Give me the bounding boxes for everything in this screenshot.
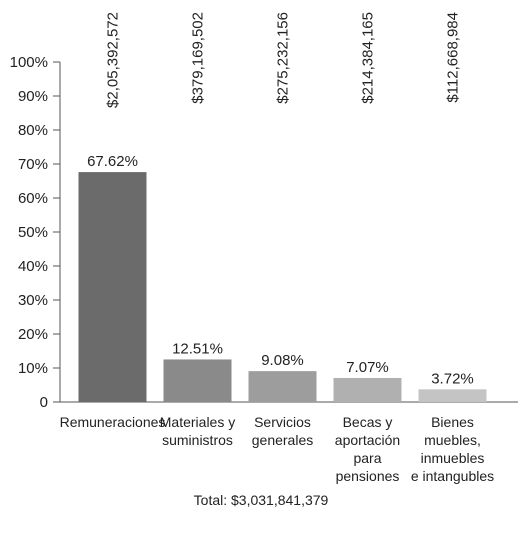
bar-value-label: 7.07%: [346, 359, 389, 376]
bar: [163, 359, 232, 402]
bar-value-label: 3.72%: [431, 370, 474, 387]
category-label: generales: [252, 432, 314, 448]
y-tick-label: 60%: [18, 190, 48, 207]
category-label: para: [353, 450, 381, 466]
y-tick-label: 10%: [18, 360, 48, 377]
y-tick-label: 70%: [18, 156, 48, 173]
category-label: Bienes: [431, 414, 474, 430]
y-tick-label: 80%: [18, 122, 48, 139]
bar-value-label: 12.51%: [172, 340, 223, 357]
y-tick-label: 90%: [18, 88, 48, 105]
category-label: suministros: [162, 432, 233, 448]
bar: [78, 172, 147, 402]
category-label: Servicios: [254, 414, 311, 430]
y-tick-label: 30%: [18, 292, 48, 309]
y-tick-label: 40%: [18, 258, 48, 275]
bar: [333, 377, 402, 402]
amount-label: $275,232,156: [275, 12, 292, 104]
category-label: aportación: [335, 432, 400, 448]
bar-value-label: 67.62%: [87, 153, 138, 170]
bar-value-label: 9.08%: [261, 352, 304, 369]
amount-label: $214,384,165: [360, 12, 377, 104]
bars: 67.62% $2,05,392,572 Remuneraciones 12.51% $…: [60, 12, 495, 484]
category-label: Becas y: [343, 414, 393, 430]
bar: [418, 389, 487, 402]
category-label: Remuneraciones: [60, 414, 166, 430]
y-tick-label: 20%: [18, 326, 48, 343]
amount-label: $112,668,984: [445, 12, 462, 103]
category-label: e intangubles: [411, 468, 494, 484]
category-label: pensiones: [336, 468, 400, 484]
y-tick-label: 0: [40, 394, 48, 411]
category-label: inmuebles: [421, 450, 485, 466]
amount-label: $2,05,392,572: [105, 12, 122, 108]
y-tick-label: 50%: [18, 224, 48, 241]
category-label: muebles,: [424, 432, 481, 448]
bar: [248, 371, 317, 402]
y-axis: 0 10% 20% 30% 40% 50% 60% 70% 80% 90% 100%: [10, 54, 60, 411]
y-tick-label: 100%: [10, 54, 48, 71]
total-label: Total: $3,031,841,379: [193, 492, 329, 508]
category-label: Materiales y: [160, 414, 235, 430]
amount-label: $379,169,502: [190, 12, 207, 104]
